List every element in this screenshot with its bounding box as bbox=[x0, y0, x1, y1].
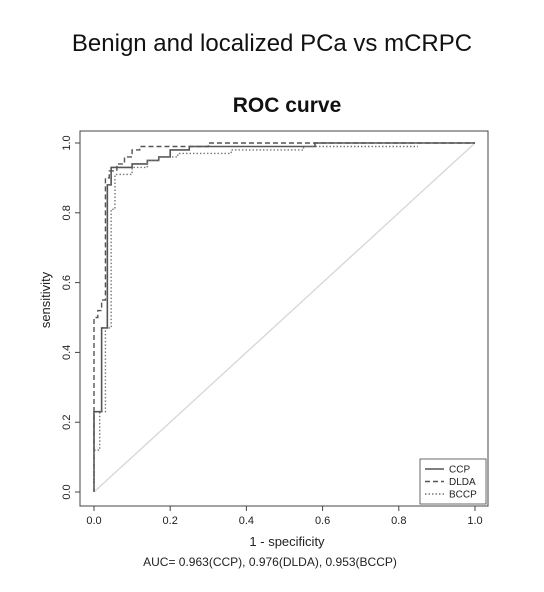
x-tick-label: 0.8 bbox=[391, 515, 406, 527]
chart-title: ROC curve bbox=[233, 94, 342, 117]
auc-summary: AUC= 0.963(CCP), 0.976(DLDA), 0.953(BCCP… bbox=[143, 555, 397, 569]
plot-area bbox=[93, 142, 476, 493]
y-tick-label: 1.0 bbox=[61, 135, 73, 150]
y-tick-label: 0.0 bbox=[61, 484, 73, 499]
y-axis-label: sensitivity bbox=[38, 271, 53, 328]
series-line-dlda bbox=[93, 142, 475, 492]
x-tick-label: 0.4 bbox=[239, 515, 254, 527]
legend-box bbox=[419, 458, 487, 505]
x-tick-label: 0.2 bbox=[163, 515, 178, 527]
legend-label-ccp: CCP bbox=[449, 465, 470, 476]
series-line-ccp bbox=[93, 142, 475, 492]
reference-diagonal bbox=[93, 142, 476, 493]
x-axis-label: 1 - specificity bbox=[249, 534, 325, 549]
y-tick-label: 0.8 bbox=[61, 205, 73, 220]
legend-label-dlda: DLDA bbox=[449, 477, 476, 488]
axes: 0.0 0.2 0.4 0.6 0.8 1.0 0.0 0.2 0.4 0.6 0.8 1.0 bbox=[61, 130, 489, 527]
legend-label-bccp: BCCP bbox=[449, 490, 477, 501]
y-tick-label: 0.4 bbox=[61, 345, 73, 360]
x-tick-label: 0.6 bbox=[315, 515, 330, 527]
x-tick-label: 0.0 bbox=[86, 515, 101, 527]
figure-title: Benign and localized PCa vs mCRPC bbox=[71, 30, 473, 57]
y-tick-label: 0.2 bbox=[61, 415, 73, 430]
y-tick-label: 0.6 bbox=[61, 275, 73, 290]
plot-frame bbox=[79, 130, 489, 507]
x-tick-label: 1.0 bbox=[467, 515, 482, 527]
series-line-bccp bbox=[93, 145, 418, 492]
